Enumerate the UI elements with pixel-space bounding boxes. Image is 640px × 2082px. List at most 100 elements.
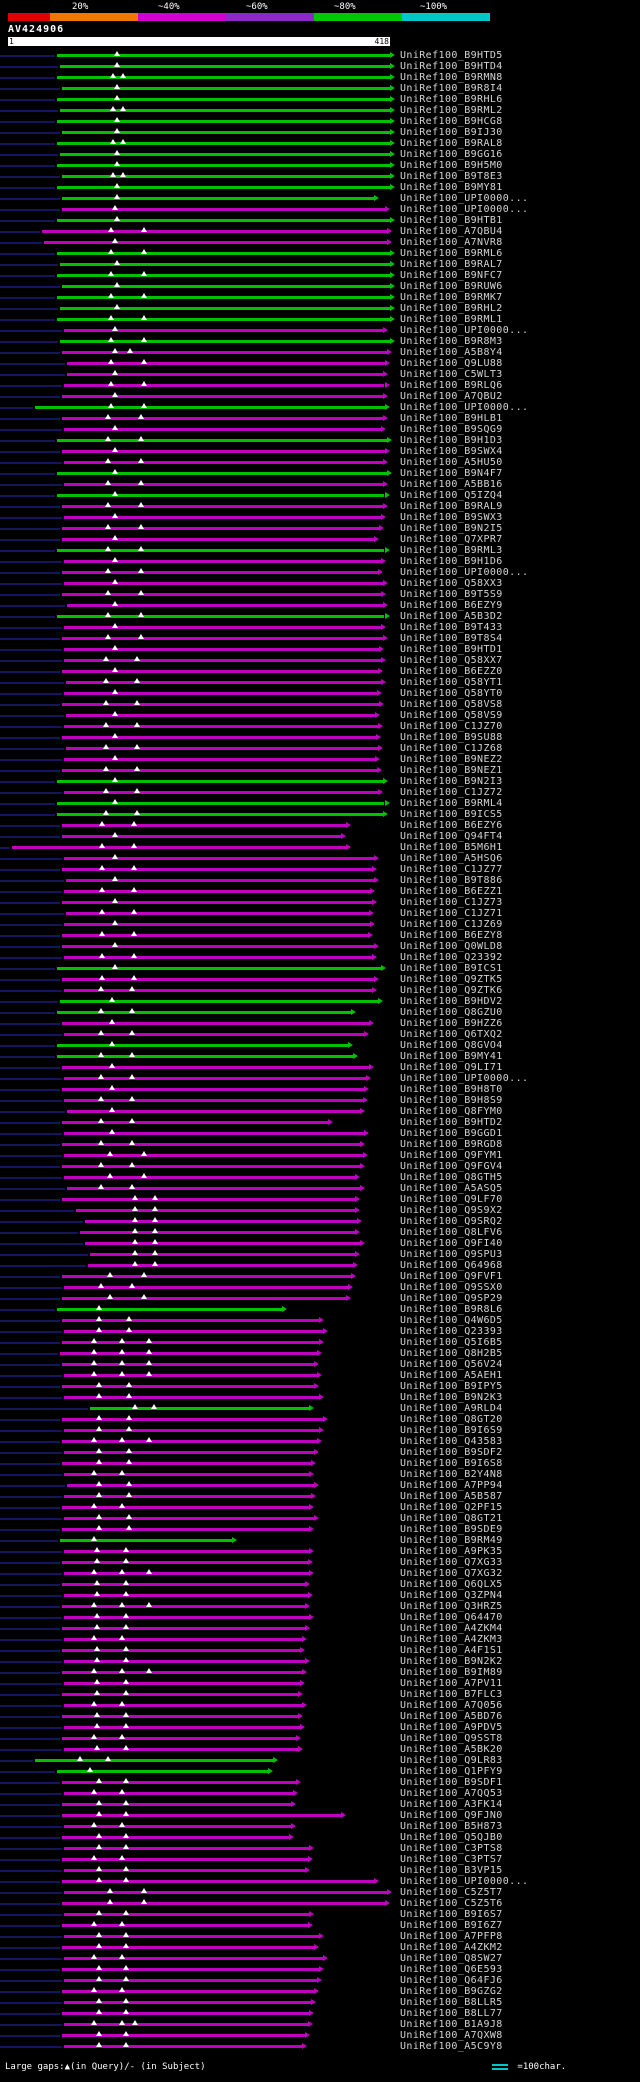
hit-bar[interactable] [57, 120, 390, 123]
hit-bar[interactable] [65, 912, 369, 915]
hit-bar[interactable] [63, 1847, 310, 1850]
hit-label[interactable]: UniRef100_A7QBU4 [400, 226, 503, 237]
hit-bar[interactable] [62, 1693, 299, 1696]
hit-bar[interactable] [63, 1330, 324, 1333]
hit-label[interactable]: UniRef100_Q9SP29 [400, 1293, 503, 1304]
hit-label[interactable]: UniRef100_C1JZ72 [400, 787, 503, 798]
hit-bar[interactable] [62, 1836, 290, 1839]
hit-bar[interactable] [57, 494, 385, 497]
hit-bar[interactable] [57, 1011, 351, 1014]
hit-label[interactable]: UniRef100_B9N4F7 [400, 468, 503, 479]
hit-bar[interactable] [62, 1737, 296, 1740]
hit-label[interactable]: UniRef100_B9RML6 [400, 248, 503, 259]
hit-bar[interactable] [34, 406, 385, 409]
hit-bar[interactable] [89, 1253, 356, 1256]
hit-label[interactable]: UniRef100_Q43583 [400, 1436, 503, 1447]
hit-bar[interactable] [62, 1506, 310, 1509]
hit-bar[interactable] [62, 1198, 356, 1201]
hit-bar[interactable] [62, 1924, 308, 1927]
hit-label[interactable]: UniRef100_B9HLB1 [400, 413, 503, 424]
hit-label[interactable]: UniRef100_Q23393 [400, 1326, 503, 1337]
hit-label[interactable]: UniRef100_Q8GVO4 [400, 1040, 503, 1051]
hit-bar[interactable] [63, 1638, 303, 1641]
hit-bar[interactable] [66, 1187, 360, 1190]
hit-bar[interactable] [63, 1616, 310, 1619]
hit-bar[interactable] [57, 76, 390, 79]
hit-bar[interactable] [63, 1451, 314, 1454]
hit-bar[interactable] [84, 1242, 360, 1245]
hit-bar[interactable] [63, 1594, 308, 1597]
hit-label[interactable]: UniRef100_Q9FJN0 [400, 1810, 503, 1821]
hit-label[interactable]: UniRef100_B9RML2 [400, 105, 503, 116]
hit-bar[interactable] [43, 241, 388, 244]
hit-label[interactable]: UniRef100_Q58YT1 [400, 677, 503, 688]
hit-bar[interactable] [62, 527, 379, 530]
hit-label[interactable]: UniRef100_B9RHL2 [400, 303, 503, 314]
hit-label[interactable]: UniRef100_B5M6H1 [400, 842, 503, 853]
hit-label[interactable]: UniRef100_B9HTD4 [400, 61, 503, 72]
hit-label[interactable]: UniRef100_B9SU88 [400, 732, 503, 743]
hit-bar[interactable] [63, 560, 381, 563]
hit-label[interactable]: UniRef100_B9MY41 [400, 1051, 503, 1062]
hit-bar[interactable] [60, 65, 390, 68]
hit-bar[interactable] [66, 1484, 314, 1487]
hit-label[interactable]: UniRef100_B9N2K3 [400, 1392, 503, 1403]
hit-label[interactable]: UniRef100_B8LLR5 [400, 1997, 503, 2008]
hit-bar[interactable] [62, 593, 381, 596]
hit-bar[interactable] [87, 1264, 354, 1267]
hit-bar[interactable] [63, 791, 379, 794]
hit-label[interactable]: UniRef100_B9N2K2 [400, 1656, 503, 1667]
hit-bar[interactable] [63, 1286, 348, 1289]
hit-bar[interactable] [63, 2023, 308, 2026]
hit-label[interactable]: UniRef100_B9T8E3 [400, 171, 503, 182]
hit-label[interactable]: UniRef100_C5WLT3 [400, 369, 503, 380]
hit-label[interactable]: UniRef100_A7NVR8 [400, 237, 503, 248]
hit-bar[interactable] [41, 230, 388, 233]
hit-label[interactable]: UniRef100_B9N2I3 [400, 776, 503, 787]
hit-label[interactable]: UniRef100_Q8LFV6 [400, 1227, 503, 1238]
hit-bar[interactable] [62, 87, 390, 90]
hit-label[interactable]: UniRef100_Q23392 [400, 952, 503, 963]
hit-bar[interactable] [62, 736, 377, 739]
hit-bar[interactable] [63, 1869, 305, 1872]
hit-bar[interactable] [63, 1891, 388, 1894]
hit-label[interactable]: UniRef100_A5AEH1 [400, 1370, 503, 1381]
hit-label[interactable]: UniRef100_A7QQ53 [400, 1788, 503, 1799]
hit-label[interactable]: UniRef100_B9RGD8 [400, 1139, 503, 1150]
hit-label[interactable]: UniRef100_B9IJ30 [400, 127, 503, 138]
hit-bar[interactable] [63, 1682, 301, 1685]
hit-bar[interactable] [62, 1803, 292, 1806]
hit-bar[interactable] [60, 1539, 232, 1542]
hit-label[interactable]: UniRef100_C1JZ68 [400, 743, 503, 754]
hit-bar[interactable] [62, 2034, 305, 2037]
hit-bar[interactable] [63, 857, 374, 860]
hit-label[interactable]: UniRef100_B9H8T0 [400, 1084, 503, 1095]
hit-bar[interactable] [57, 252, 390, 255]
hit-label[interactable]: UniRef100_Q5QJB0 [400, 1832, 503, 1843]
hit-label[interactable]: UniRef100_Q8GT21 [400, 1513, 503, 1524]
hit-label[interactable]: UniRef100_B9SWX4 [400, 446, 503, 457]
hit-label[interactable]: UniRef100_A9PDV5 [400, 1722, 503, 1733]
hit-label[interactable]: UniRef100_B9I6S7 [400, 1909, 503, 1920]
hit-label[interactable]: UniRef100_C5Z5T7 [400, 1887, 503, 1898]
hit-label[interactable]: UniRef100_A7PV11 [400, 1678, 503, 1689]
hit-label[interactable]: UniRef100_UPI0000... [400, 402, 529, 413]
hit-bar[interactable] [57, 142, 390, 145]
hit-bar[interactable] [65, 681, 381, 684]
hit-label[interactable]: UniRef100_A5B3D2 [400, 611, 503, 622]
hit-label[interactable]: UniRef100_Q64FJ6 [400, 1975, 503, 1986]
hit-bar[interactable] [57, 318, 390, 321]
hit-label[interactable]: UniRef100_C3PTS8 [400, 1843, 503, 1854]
hit-bar[interactable] [57, 164, 390, 167]
hit-label[interactable]: UniRef100_A4F1S1 [400, 1645, 503, 1656]
hit-label[interactable]: UniRef100_Q8SW27 [400, 1953, 503, 1964]
hit-label[interactable]: UniRef100_Q9LI71 [400, 1062, 503, 1073]
hit-label[interactable]: UniRef100_B9H8S9 [400, 1095, 503, 1106]
hit-label[interactable]: UniRef100_B9RML1 [400, 314, 503, 325]
hit-label[interactable]: UniRef100_Q6TXQ2 [400, 1029, 503, 1040]
hit-bar[interactable] [65, 747, 379, 750]
hit-label[interactable]: UniRef100_C1JZ70 [400, 721, 503, 732]
hit-bar[interactable] [63, 1132, 365, 1135]
hit-bar[interactable] [62, 538, 374, 541]
hit-label[interactable]: UniRef100_Q8GZU0 [400, 1007, 503, 1018]
